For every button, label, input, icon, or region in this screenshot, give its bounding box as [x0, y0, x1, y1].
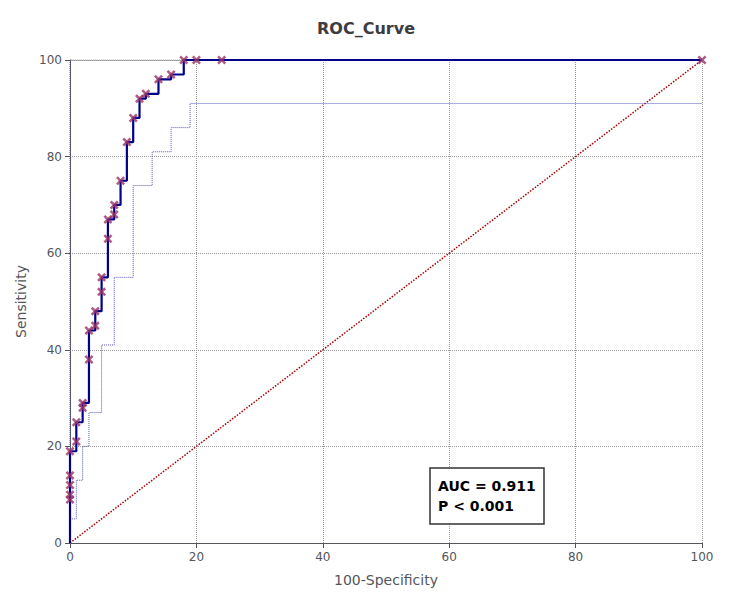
svg-text:60: 60	[47, 246, 62, 260]
svg-text:ROC_Curve: ROC_Curve	[317, 19, 415, 38]
svg-text:20: 20	[47, 439, 62, 453]
svg-text:40: 40	[315, 550, 330, 564]
svg-text:100: 100	[39, 53, 62, 67]
svg-text:60: 60	[442, 550, 457, 564]
svg-text:AUC = 0.911: AUC = 0.911	[438, 478, 536, 494]
svg-text:P < 0.001: P < 0.001	[438, 498, 514, 514]
svg-text:40: 40	[47, 343, 62, 357]
svg-text:Sensitivity: Sensitivity	[13, 265, 29, 338]
svg-text:100: 100	[691, 550, 714, 564]
svg-text:20: 20	[189, 550, 204, 564]
svg-text:80: 80	[568, 550, 583, 564]
svg-text:100-Specificity: 100-Specificity	[334, 572, 438, 588]
svg-text:0: 0	[54, 536, 62, 550]
svg-text:80: 80	[47, 150, 62, 164]
svg-text:0: 0	[66, 550, 74, 564]
